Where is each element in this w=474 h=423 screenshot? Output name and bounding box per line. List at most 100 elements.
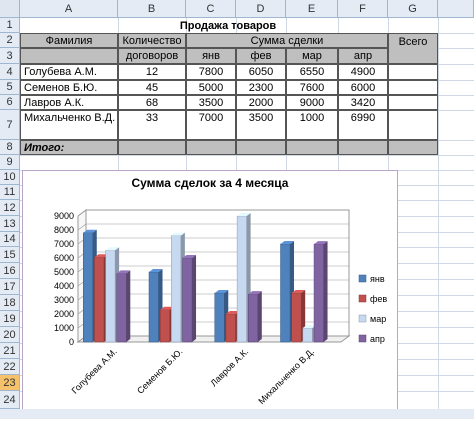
cell-total[interactable]	[388, 64, 438, 80]
chart-bar	[116, 273, 127, 343]
cell-total[interactable]	[388, 80, 438, 95]
cell-value[interactable]: 6990	[338, 110, 388, 140]
header-surname[interactable]: Фамилия	[20, 33, 118, 48]
x-tick-label: Семенов Б.Ю.	[135, 346, 184, 395]
row-header[interactable]: 4	[0, 64, 20, 80]
cell-contracts[interactable]: 45	[118, 80, 186, 95]
cell-value[interactable]: 2000	[236, 95, 286, 110]
header-sum[interactable]: Сумма сделки	[186, 33, 388, 48]
row-header[interactable]: 7	[0, 110, 20, 140]
header-contracts-2[interactable]: договоров	[118, 48, 186, 64]
chart-bar	[94, 257, 105, 343]
header-month[interactable]: мар	[286, 48, 338, 64]
y-tick-label: 5000	[54, 267, 74, 277]
header-contracts[interactable]: Количество	[118, 33, 186, 48]
cell-value[interactable]: 7000	[186, 110, 236, 140]
cell-value[interactable]: 4900	[338, 64, 388, 80]
cell-total[interactable]	[388, 95, 438, 110]
column-header-e[interactable]: E	[286, 0, 338, 18]
cell-value[interactable]: 5000	[186, 80, 236, 95]
row-header[interactable]: 12	[0, 200, 20, 216]
cell-value[interactable]: 7800	[186, 64, 236, 80]
cell-value[interactable]: 9000	[286, 95, 338, 110]
row-header[interactable]: 11	[0, 185, 20, 200]
chart-bar-top	[149, 269, 163, 272]
cell-value[interactable]: 1000	[286, 110, 338, 140]
y-tick-label: 3000	[54, 295, 74, 305]
column-header-d[interactable]: D	[236, 0, 286, 18]
row-header[interactable]: 6	[0, 95, 20, 110]
row-header[interactable]: 1	[0, 18, 20, 33]
row-header[interactable]: 13	[0, 216, 20, 232]
y-tick-label: 7000	[54, 239, 74, 249]
chart-object[interactable]: Сумма сделок за 4 месяца 0 1000 2000 3000 40…	[22, 170, 398, 419]
row-header[interactable]: 5	[0, 80, 20, 95]
cell-value[interactable]: 6000	[338, 80, 388, 95]
row-header[interactable]: 23	[0, 375, 20, 391]
column-header-b[interactable]: B	[118, 0, 186, 18]
y-tick-label: 2000	[54, 309, 74, 319]
column-header-f[interactable]: F	[338, 0, 388, 18]
row-header[interactable]: 18	[0, 295, 20, 311]
row-header[interactable]: 9	[0, 155, 20, 170]
cell-name[interactable]: Лавров А.К.	[20, 95, 118, 110]
cell-name[interactable]: Семенов Б.Ю.	[20, 80, 118, 95]
cell-name[interactable]: Михальченко В.Д.	[20, 110, 118, 140]
row-header[interactable]: 8	[0, 140, 20, 155]
cell-value[interactable]: 2300	[236, 80, 286, 95]
bar-chart: 0 1000 2000 3000 4000 5000 6000 7000 8000 9000 Гол…	[54, 209, 387, 406]
chart-bar-top	[291, 290, 306, 293]
itogo-cell[interactable]	[236, 140, 286, 155]
column-header-g[interactable]: G	[388, 0, 438, 18]
header-month[interactable]: апр	[338, 48, 388, 64]
cell-name[interactable]: Голубева А.М.	[20, 64, 118, 80]
cell-total[interactable]	[388, 110, 438, 140]
legend-swatch	[358, 314, 367, 323]
row-header[interactable]: 21	[0, 343, 20, 359]
header-surname-blank[interactable]	[20, 48, 118, 64]
itogo-cell[interactable]	[338, 140, 388, 155]
chart-bar	[105, 250, 116, 343]
row-header[interactable]: 20	[0, 327, 20, 343]
cell-contracts[interactable]: 68	[118, 95, 186, 110]
header-month[interactable]: фев	[236, 48, 286, 64]
row-header[interactable]: 14	[0, 232, 20, 247]
cell-value[interactable]: 6050	[236, 64, 286, 80]
row-header[interactable]: 22	[0, 359, 20, 375]
column-header-a[interactable]: A	[20, 0, 118, 18]
select-all-corner[interactable]	[0, 0, 20, 18]
row-header[interactable]: 16	[0, 263, 20, 279]
cell-value[interactable]: 7600	[286, 80, 338, 95]
column-header-h[interactable]	[438, 0, 474, 18]
cell-value[interactable]: 3420	[338, 95, 388, 110]
legend-label: янв	[370, 274, 385, 284]
header-total[interactable]: Всего	[388, 33, 438, 64]
header-month[interactable]: янв	[186, 48, 236, 64]
cell-contracts[interactable]: 12	[118, 64, 186, 80]
row-header[interactable]: 3	[0, 48, 20, 64]
chart-bar	[182, 257, 193, 343]
chart-bar	[159, 309, 170, 343]
row-header[interactable]: 19	[0, 311, 20, 327]
itogo-cell[interactable]	[118, 140, 186, 155]
cell-value[interactable]: 6550	[286, 64, 338, 80]
row-header[interactable]: 10	[0, 170, 20, 185]
column-header-c[interactable]: C	[186, 0, 236, 18]
chart-bar	[171, 235, 182, 343]
itogo-label[interactable]: Итого:	[20, 140, 118, 155]
legend-swatch	[358, 294, 367, 303]
itogo-cell[interactable]	[186, 140, 236, 155]
cell-contracts[interactable]: 33	[118, 110, 186, 140]
cell-value[interactable]: 3500	[236, 110, 286, 140]
row-header[interactable]: 2	[0, 33, 20, 48]
itogo-cell[interactable]	[388, 140, 438, 155]
table-title[interactable]: Продажа товаров	[179, 19, 277, 32]
chart-bar-top	[280, 241, 295, 244]
row-header[interactable]: 15	[0, 247, 20, 263]
cell-value[interactable]: 3500	[186, 95, 236, 110]
row-header[interactable]: 24	[0, 391, 20, 409]
row-header[interactable]: 17	[0, 279, 20, 295]
chart-bar-top	[160, 306, 174, 310]
itogo-cell[interactable]	[286, 140, 338, 155]
